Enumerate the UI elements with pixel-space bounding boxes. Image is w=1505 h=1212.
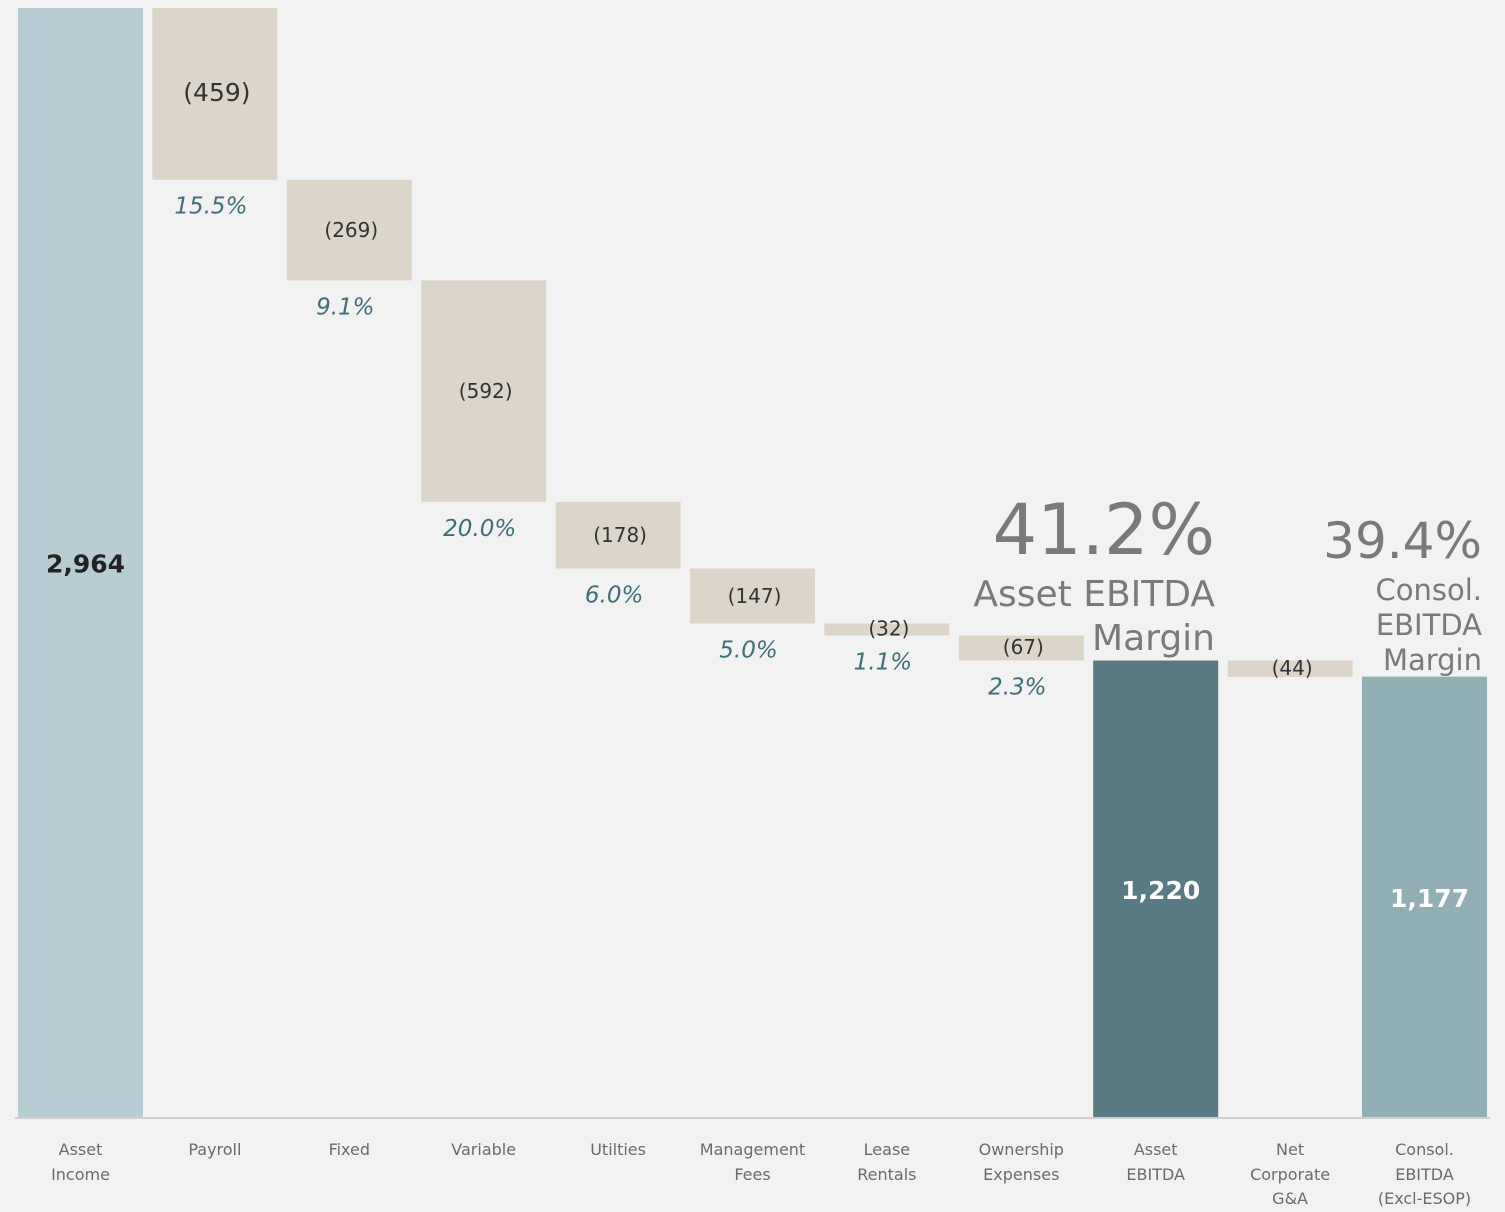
value-label: (44)	[1272, 656, 1313, 680]
value-label: 2,964	[46, 550, 125, 579]
bar	[152, 8, 278, 180]
bar	[690, 568, 815, 624]
bar	[1362, 676, 1487, 1117]
percent-label: 20.0%	[443, 516, 516, 542]
value-label: (178)	[593, 523, 647, 547]
bar	[1093, 660, 1219, 1117]
x-tick-label: Payroll	[188, 1140, 242, 1159]
value-label: (147)	[728, 584, 782, 608]
percent-label: 2.3%	[988, 675, 1046, 701]
annotation-text: EBITDA	[1376, 608, 1482, 642]
percent-label: 6.0%	[585, 582, 643, 608]
x-tick-label: Asset EBITDA	[1126, 1140, 1185, 1184]
x-tick-label: Lease Rentals	[857, 1140, 917, 1184]
x-tick-label: Management Fees	[699, 1140, 806, 1184]
x-tick-label: Fixed	[328, 1140, 371, 1159]
value-label: (32)	[868, 616, 909, 640]
value-label: (592)	[459, 379, 513, 403]
annotation-value: 39.4%	[1323, 512, 1482, 570]
x-tick-label: Ownership Expenses	[978, 1140, 1064, 1184]
x-tick-label: Variable	[451, 1140, 517, 1159]
annotation-text: Margin	[1092, 618, 1215, 659]
annotation-value: 41.2%	[993, 489, 1215, 571]
annotation-text: Asset EBITDA	[973, 574, 1215, 615]
value-label: (269)	[324, 218, 378, 242]
bar	[18, 8, 143, 1117]
annotation-text: Margin	[1383, 643, 1482, 677]
percent-label: 5.0%	[719, 637, 777, 663]
percent-label: 9.1%	[316, 294, 374, 320]
value-label: (67)	[1003, 635, 1044, 659]
bar	[824, 623, 950, 636]
bar	[421, 280, 547, 502]
bar	[555, 501, 681, 569]
bar	[286, 179, 412, 281]
annotation-text: Consol.	[1376, 573, 1483, 607]
x-tick-label: Net Corporate G&A	[1250, 1140, 1331, 1208]
percent-label: 1.1%	[854, 649, 912, 675]
x-tick-label: Consol. EBITDA (Excl-ESOP)	[1377, 1140, 1472, 1208]
bar	[1227, 660, 1353, 677]
value-label: 1,177	[1390, 884, 1469, 913]
value-label: 1,220	[1121, 876, 1200, 905]
percent-label: 15.5%	[174, 194, 247, 220]
x-tick-label: Utilties	[590, 1140, 646, 1159]
x-tick-label: Asset Income	[51, 1140, 110, 1184]
value-label: (459)	[183, 78, 250, 107]
bar	[958, 635, 1084, 661]
